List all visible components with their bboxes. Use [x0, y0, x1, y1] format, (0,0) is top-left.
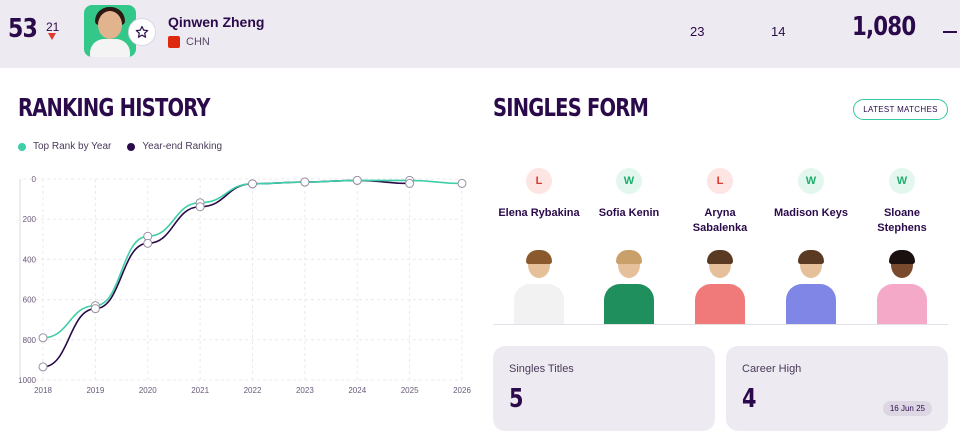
opponent-photo[interactable]: [594, 250, 664, 324]
data-point: [352, 175, 362, 185]
rank-move-value: 21: [46, 20, 60, 34]
career-high-date: 16 Jun 25: [882, 401, 932, 416]
loss-badge: L: [707, 168, 733, 194]
opponent-photo[interactable]: [504, 250, 574, 324]
opponent-name[interactable]: Sofia Kenin: [598, 207, 660, 219]
match-result[interactable]: L Aryna Sabalenka: [675, 168, 765, 236]
y-tick-label: 200: [23, 215, 37, 224]
data-point: [457, 178, 467, 188]
match-result[interactable]: W Sloane Stephens: [857, 168, 947, 236]
career-high-card: Career High 4 16 Jun 25: [726, 346, 948, 431]
win-badge: W: [798, 168, 824, 194]
y-tick-label: 600: [23, 296, 37, 305]
x-tick-label: 2020: [139, 386, 157, 395]
legend-dot-icon: [18, 142, 26, 151]
opponent-name[interactable]: Sloane Stephens: [877, 207, 927, 234]
data-point: [300, 177, 310, 187]
legend-item-top-rank[interactable]: Top Rank by Year: [18, 141, 111, 152]
y-tick-label: 0: [32, 175, 37, 184]
country-code: CHN: [186, 36, 210, 48]
x-tick-label: 2026: [453, 386, 471, 395]
card-value: 5: [509, 384, 524, 414]
player-avatar[interactable]: [84, 5, 136, 57]
x-tick-label: 2021: [191, 386, 209, 395]
favorite-star-button[interactable]: [128, 18, 156, 46]
data-point: [195, 202, 205, 212]
opponent-photo[interactable]: [776, 250, 846, 324]
match-result[interactable]: L Elena Rybakina: [494, 168, 584, 221]
singles-form-title: SINGLES FORM: [493, 93, 649, 122]
loss-badge: L: [526, 168, 552, 194]
singles-titles-card: Singles Titles 5: [493, 346, 715, 431]
opponent-photo[interactable]: [867, 250, 937, 324]
y-tick-label: 400: [23, 255, 37, 264]
data-point: [90, 304, 100, 314]
form-divider: [493, 324, 948, 325]
series-line: [42, 179, 463, 339]
ranking-history-title: RANKING HISTORY: [18, 93, 211, 122]
card-value: 4: [742, 384, 757, 414]
current-rank: 53: [8, 14, 38, 44]
china-flag-icon: [168, 36, 180, 48]
x-tick-label: 2019: [86, 386, 104, 395]
opponent-name[interactable]: Elena Rybakina: [498, 207, 580, 219]
legend-dot-icon: [127, 142, 136, 151]
match-result[interactable]: W Madison Keys: [766, 168, 856, 221]
x-tick-label: 2018: [34, 386, 52, 395]
opponent-name[interactable]: Madison Keys: [774, 207, 848, 219]
stat-value-b: 14: [771, 24, 786, 39]
data-point: [38, 333, 48, 343]
y-tick-label: 1000: [18, 376, 36, 385]
card-label: Singles Titles: [509, 363, 574, 375]
data-point: [405, 178, 415, 188]
legend-item-year-end[interactable]: Year-end Ranking: [127, 141, 222, 152]
series-line: [42, 179, 410, 368]
data-point: [248, 179, 257, 189]
chart-legend: Top Rank by Year Year-end Ranking: [18, 141, 222, 152]
player-row[interactable]: 53 21 Qinwen Zheng CHN 23 14 1,080: [0, 0, 960, 68]
latest-matches-button[interactable]: LATEST MATCHES: [853, 99, 948, 120]
points-change-dash: [943, 31, 957, 33]
player-name-link[interactable]: Qinwen Zheng: [168, 14, 265, 30]
opponent-name[interactable]: Aryna Sabalenka: [692, 207, 748, 234]
stat-value-a: 23: [690, 24, 705, 39]
rank-down-arrow-icon: [48, 33, 56, 40]
x-tick-label: 2022: [244, 386, 262, 395]
ranking-points: 1,080: [852, 12, 916, 42]
win-badge: W: [616, 168, 642, 194]
y-tick-label: 800: [23, 336, 37, 345]
star-icon: [135, 25, 149, 38]
match-result[interactable]: W Sofia Kenin: [584, 168, 674, 221]
x-tick-label: 2024: [348, 386, 366, 395]
card-label: Career High: [742, 363, 802, 375]
data-point: [143, 238, 153, 248]
win-badge: W: [889, 168, 915, 194]
x-tick-label: 2025: [401, 386, 419, 395]
opponent-photo[interactable]: [685, 250, 755, 324]
data-point: [38, 362, 48, 372]
x-tick-label: 2023: [296, 386, 314, 395]
